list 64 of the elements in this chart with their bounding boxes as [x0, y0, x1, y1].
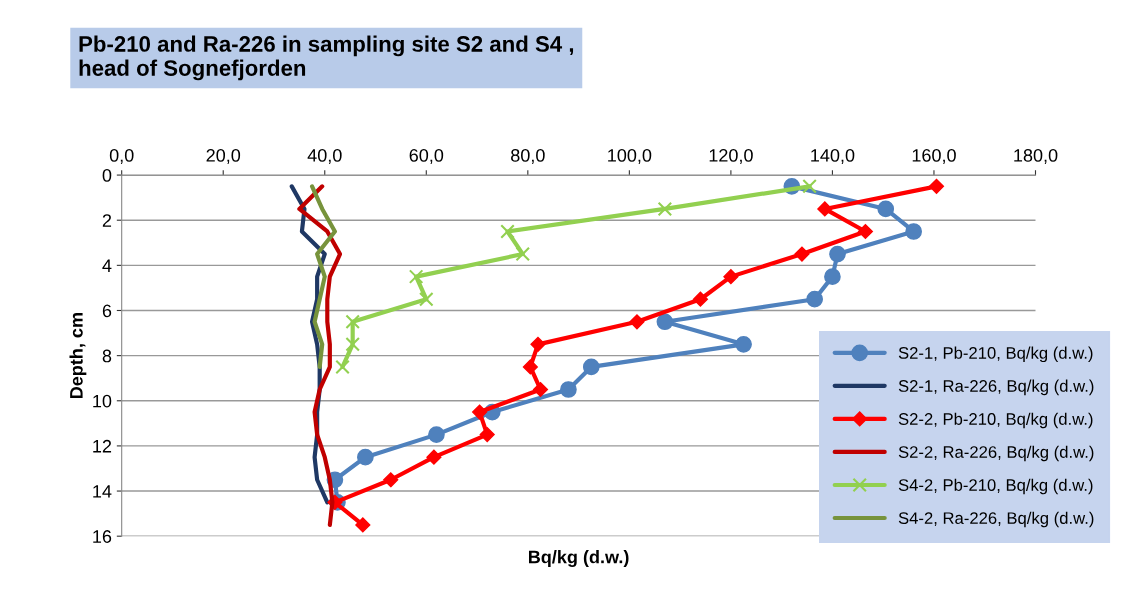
legend-label: S2-2, Pb-210, Bq/kg (d.w.)	[898, 412, 1093, 429]
point	[824, 268, 841, 285]
y-tick-label: 6	[102, 304, 112, 318]
legend-label: S4-2, Pb-210, Bq/kg (d.w.)	[898, 478, 1093, 495]
point	[355, 517, 371, 533]
y-tick-label: 8	[102, 349, 112, 363]
point	[794, 246, 810, 262]
line-series	[309, 184, 337, 369]
point	[857, 223, 873, 240]
point	[408, 269, 424, 284]
y-tick-label: 2	[102, 214, 112, 227]
point	[817, 201, 833, 217]
point	[357, 448, 374, 466]
point	[629, 314, 645, 330]
point	[692, 291, 709, 307]
x-tick-label: 40,0	[307, 148, 342, 164]
point	[560, 381, 577, 398]
point	[426, 449, 442, 465]
point	[656, 313, 674, 331]
x-tick-label: 20,0	[206, 148, 241, 164]
point	[500, 224, 515, 239]
y-tick-label: 12	[93, 439, 112, 453]
point	[419, 291, 434, 307]
y-tick-label: 16	[93, 530, 112, 543]
y-tick-label: 0	[102, 169, 112, 182]
point	[532, 381, 549, 398]
y-axis-title: Depth, cm	[69, 313, 87, 399]
point	[472, 404, 488, 420]
legend-label: S2-1, Ra-226, Bq/kg (d.w.)	[898, 379, 1094, 396]
point	[905, 223, 922, 240]
y-tick-label: 4	[102, 259, 112, 272]
point	[335, 359, 350, 375]
point	[928, 178, 945, 194]
x-tick-label: 180,0	[1014, 148, 1058, 164]
x-tick-label: 60,0	[409, 148, 444, 164]
legend-label: S2-2, Ra-226, Bq/kg (d.w.)	[898, 445, 1094, 462]
point	[428, 426, 445, 443]
y-tick-label: 14	[93, 485, 112, 498]
point	[345, 337, 360, 352]
point	[877, 200, 895, 218]
point	[522, 359, 538, 375]
x-tick-label: 100,0	[608, 148, 652, 164]
legend-label: S4-2, Ra-226, Bq/kg (d.w.)	[898, 511, 1094, 528]
y-tick-label: 10	[93, 394, 112, 408]
x-tick-label: 0,0	[109, 148, 134, 164]
point	[383, 472, 399, 488]
point	[723, 269, 739, 285]
point	[802, 179, 817, 194]
x-tick-label: 120,0	[709, 148, 753, 164]
point	[515, 246, 531, 262]
point	[829, 245, 846, 263]
point	[345, 314, 360, 330]
x-tick-label: 160,0	[912, 148, 956, 164]
legend-label: S2-1, Pb-210, Bq/kg (d.w.)	[898, 346, 1093, 363]
chart-title: Pb-210 and Ra-226 in sampling site S2 and S4 , head of Sognefjorden	[79, 35, 574, 81]
point	[806, 290, 823, 308]
x-tick-label: 140,0	[811, 148, 855, 164]
point	[582, 358, 600, 376]
x-tick-label: 80,0	[511, 148, 545, 164]
point	[530, 336, 546, 352]
x-axis-title: Bq/kg (d.w.)	[528, 550, 629, 567]
point	[657, 201, 673, 217]
point	[735, 336, 752, 353]
point	[479, 427, 495, 443]
